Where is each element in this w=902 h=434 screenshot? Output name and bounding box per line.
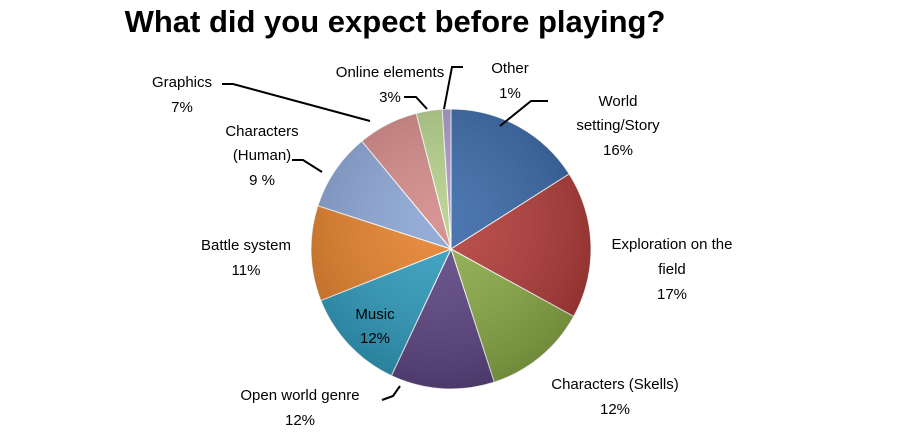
slice-label: Characters (Skells) 12% xyxy=(551,376,679,418)
leader-line xyxy=(381,385,401,401)
slice-label: Open world genre 12% xyxy=(240,387,359,429)
slice-label: Music 12% xyxy=(355,306,395,347)
leader-line xyxy=(222,83,371,122)
slice-label: Graphics 7% xyxy=(152,74,212,116)
slice-label: Online elements 3% xyxy=(336,64,444,106)
leader-line xyxy=(499,100,548,127)
leader-line xyxy=(404,96,428,110)
slice-label: Characters (Human) 9 % xyxy=(225,123,298,189)
leader-line xyxy=(443,66,463,110)
slice-label: Other 1% xyxy=(491,60,529,102)
leader-line xyxy=(292,159,323,173)
chart-title: What did you expect before playing? xyxy=(124,4,666,39)
slice-label: Exploration on the field 17% xyxy=(612,236,733,303)
slice-label: Battle system 11% xyxy=(201,237,291,279)
slice-label: World setting/Story 16% xyxy=(576,93,660,159)
